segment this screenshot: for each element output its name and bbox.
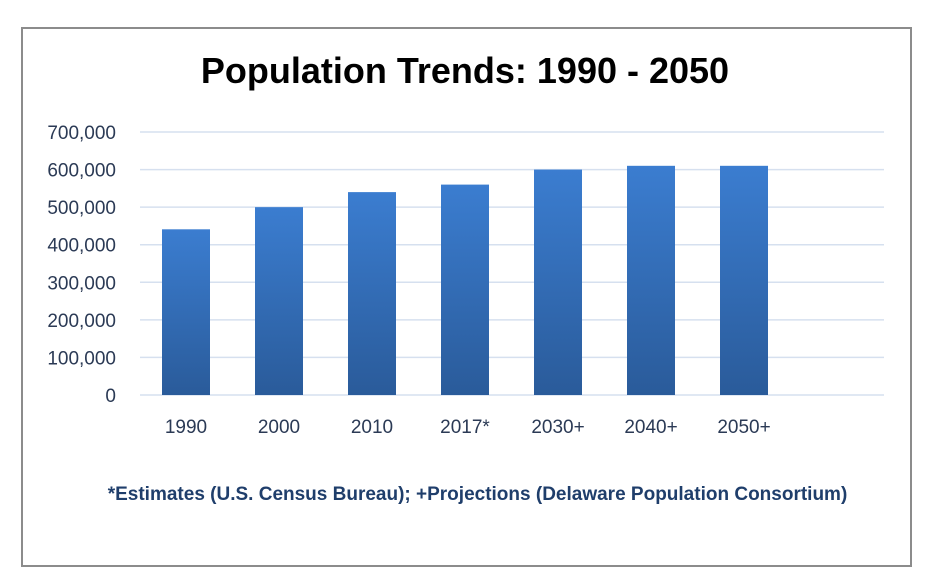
x-tick-label: 2040+: [624, 417, 677, 438]
bar-2050: [720, 165, 768, 395]
bar-1990: [162, 229, 210, 395]
y-tick-label: 700,000: [47, 123, 116, 144]
y-tick-label: 200,000: [47, 311, 116, 332]
y-tick-label: 100,000: [47, 348, 116, 369]
y-tick-label: 400,000: [47, 236, 116, 257]
x-tick-label: 2050+: [717, 417, 770, 438]
bar-2040: [627, 165, 675, 395]
chart-title: Population Trends: 1990 - 2050: [200, 50, 730, 91]
x-tick-label: 2017*: [440, 417, 490, 438]
y-tick-label: 300,000: [47, 273, 116, 294]
bar-2017: [441, 184, 489, 395]
x-tick-label: 2030+: [531, 417, 584, 438]
bars: [162, 165, 768, 395]
x-tick-label: 2000: [258, 417, 300, 438]
bar-2010: [348, 192, 396, 395]
y-tick-label: 0: [105, 386, 116, 407]
y-tick-label: 500,000: [47, 198, 116, 219]
x-tick-label: 1990: [165, 417, 207, 438]
x-tick-label: 2010: [351, 417, 393, 438]
y-axis-tick-labels: 0 100,000 200,000 300,000 400,000 500,000 600,…: [47, 123, 116, 407]
bar-2000: [255, 207, 303, 395]
x-axis-tick-labels: 1990 2000 2010 2017* 2030+ 2040+ 2050+: [165, 417, 771, 438]
gridlines: [140, 131, 884, 396]
footnote: *Estimates (U.S. Census Bureau); +Projec…: [107, 484, 848, 505]
y-tick-label: 600,000: [47, 161, 116, 182]
bar-2030: [534, 169, 582, 395]
